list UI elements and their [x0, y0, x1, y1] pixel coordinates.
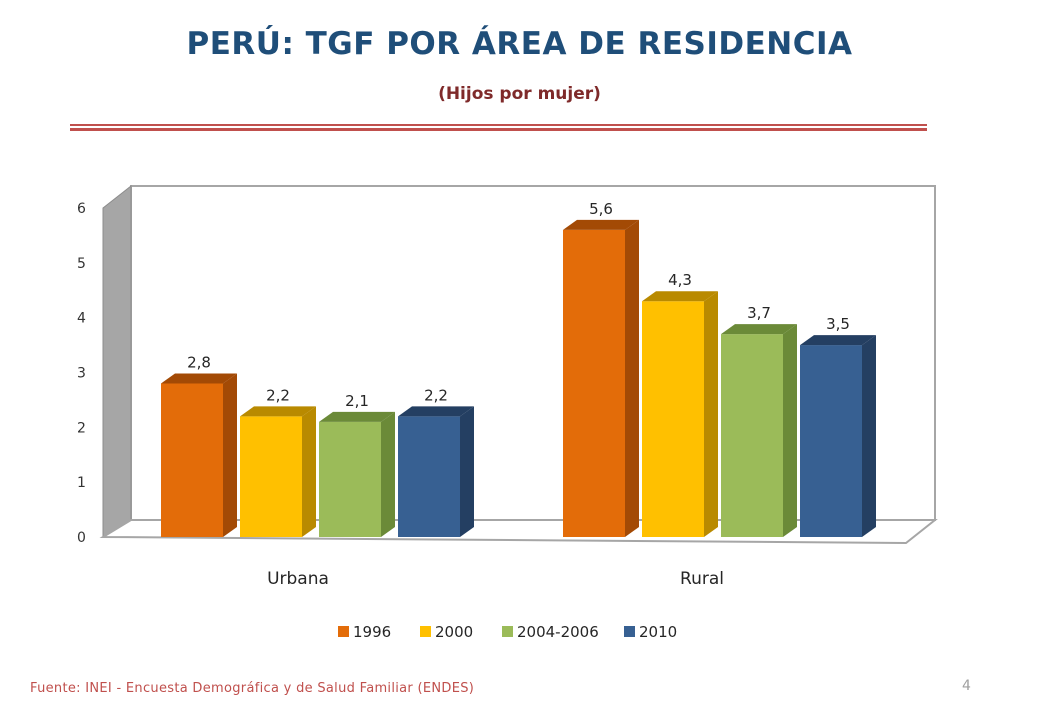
bar-top — [563, 219, 639, 230]
legend-swatch — [420, 626, 431, 637]
source-footer: Fuente: INEI - Encuesta Demográfica y de… — [30, 681, 475, 696]
data-label: 3,5 — [826, 315, 850, 333]
page-number: 4 — [962, 678, 971, 694]
y-tick-label: 0 — [77, 530, 86, 546]
bar-top — [721, 324, 797, 335]
y-tick-label: 6 — [77, 201, 86, 217]
legend-label: 2004-2006 — [517, 623, 599, 641]
bar-side — [223, 373, 237, 537]
bar-side — [460, 406, 474, 537]
y-tick-label: 3 — [77, 366, 86, 382]
bar-front — [161, 383, 223, 537]
data-label: 2,2 — [266, 386, 290, 404]
data-label: 2,8 — [187, 353, 211, 371]
legend-label: 1996 — [353, 623, 391, 641]
data-label: 3,7 — [747, 304, 771, 322]
bar-side — [704, 291, 718, 537]
bar-front — [398, 416, 460, 537]
bar-side — [783, 324, 797, 537]
legend-label: 2010 — [639, 623, 677, 641]
category-label: Urbana — [267, 569, 329, 589]
title-divider-top — [70, 124, 927, 126]
bar-front — [721, 334, 783, 537]
chart-side-wall — [102, 184, 132, 538]
data-label: 2,1 — [345, 392, 369, 410]
bar-top — [161, 373, 237, 384]
category-label: Rural — [680, 569, 724, 589]
bar-front — [800, 345, 862, 537]
y-tick-label: 2 — [77, 420, 86, 436]
data-label: 5,6 — [589, 200, 613, 218]
bar-top — [398, 406, 474, 417]
bar-side — [302, 406, 316, 537]
legend-swatch — [502, 626, 513, 637]
bar-top — [642, 291, 718, 302]
legend-swatch — [338, 626, 349, 637]
bar-side — [862, 335, 876, 537]
bar-side — [625, 219, 639, 537]
legend-label: 2000 — [435, 623, 473, 641]
bar-front — [240, 416, 302, 537]
bar-top — [800, 335, 876, 346]
title-divider-bottom — [70, 128, 927, 131]
bar-front — [642, 301, 704, 537]
slide-title: PERÚ: TGF POR ÁREA DE RESIDENCIA — [186, 26, 853, 62]
slide-subtitle: (Hijos por mujer) — [438, 84, 601, 104]
bar-top — [319, 411, 395, 422]
bar-side — [381, 411, 395, 537]
bar-front — [563, 229, 625, 537]
legend-swatch — [624, 626, 635, 637]
bar-front — [319, 421, 381, 537]
data-label: 4,3 — [668, 271, 692, 289]
data-label: 2,2 — [424, 386, 448, 404]
y-tick-label: 5 — [77, 256, 86, 272]
y-tick-label: 4 — [77, 311, 86, 327]
bar-top — [240, 406, 316, 417]
y-tick-label: 1 — [77, 475, 86, 491]
